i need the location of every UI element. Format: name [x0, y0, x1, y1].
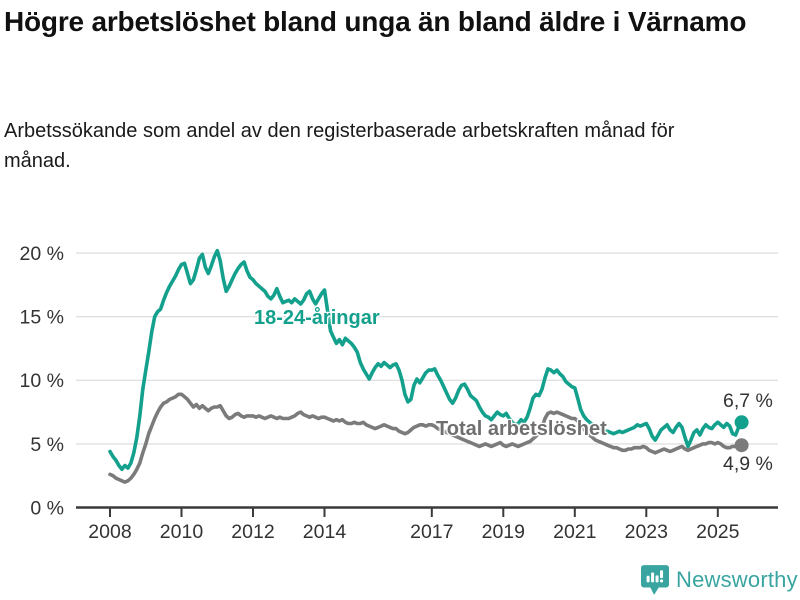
series-label-total: Total arbetslöshet	[436, 418, 607, 440]
end-value-label-youth: 6,7 %	[723, 390, 773, 412]
page-subtitle: Arbetssökande som andel av den registerb…	[4, 120, 675, 172]
series-end-dot-youth	[734, 415, 749, 430]
speech-bubble-shape	[641, 565, 669, 595]
page-title: Högre arbetslöshet bland unga än bland ä…	[4, 6, 747, 37]
y-tick-label: 15 %	[20, 307, 64, 329]
y-tick-label: 20 %	[20, 243, 64, 265]
x-tick-label: 2008	[88, 521, 131, 543]
x-axis-ticks	[109, 508, 719, 517]
x-tick-label: 2010	[160, 521, 204, 543]
end-value-label-total: 4,9 %	[723, 453, 773, 475]
newsworthy-wordmark: Newsworthy	[676, 567, 798, 592]
series-label-youth: 18-24-åringar	[254, 307, 380, 329]
series-line-total	[108, 392, 744, 484]
newsworthy-icon	[641, 565, 669, 595]
series-line-youth	[108, 248, 744, 472]
x-tick-label: 2025	[696, 521, 740, 543]
x-tick-label: 2014	[303, 521, 347, 543]
newsworthy-logo: Newsworthy	[641, 564, 798, 596]
x-tick-label: 2017	[410, 521, 453, 543]
bar-chart-glyph	[646, 570, 664, 583]
x-tick-label: 2012	[231, 521, 274, 543]
series-end-dot-total	[734, 438, 749, 453]
x-tick-label: 2021	[553, 521, 596, 543]
x-tick-label: 2019	[482, 521, 525, 543]
y-tick-label: 10 %	[20, 370, 64, 392]
x-tick-label: 2023	[625, 521, 668, 543]
y-tick-label: 5 %	[30, 434, 64, 456]
y-tick-label: 0 %	[30, 498, 64, 520]
